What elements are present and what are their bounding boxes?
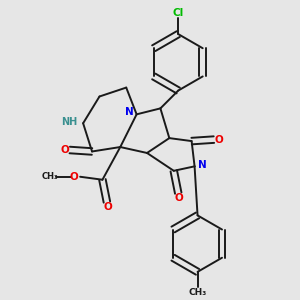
Text: CH₃: CH₃ xyxy=(42,172,59,181)
Text: O: O xyxy=(175,193,184,203)
Text: N: N xyxy=(198,160,206,170)
Text: O: O xyxy=(60,145,69,155)
Text: CH₃: CH₃ xyxy=(188,288,207,297)
Text: O: O xyxy=(70,172,79,182)
Text: O: O xyxy=(103,202,112,212)
Text: Cl: Cl xyxy=(172,8,184,18)
Text: O: O xyxy=(215,135,224,145)
Text: NH: NH xyxy=(61,117,77,127)
Text: N: N xyxy=(125,107,134,117)
